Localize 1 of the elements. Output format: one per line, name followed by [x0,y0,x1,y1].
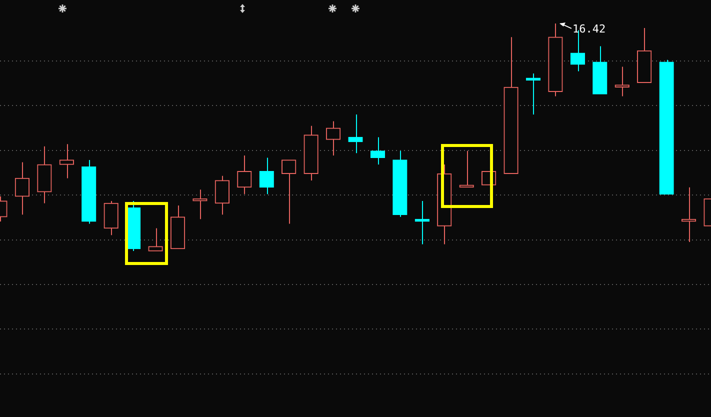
annotation: 16.42 [572,22,606,36]
